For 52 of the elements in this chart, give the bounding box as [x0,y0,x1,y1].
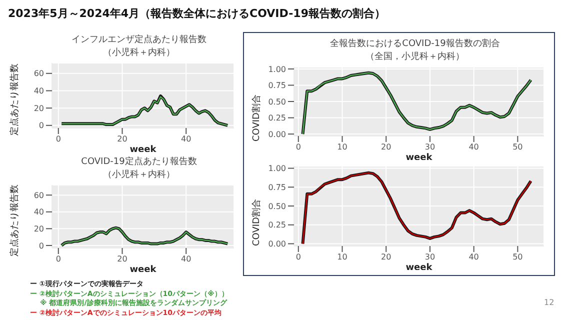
chart-subtitle: （全国，小児科＋内科） [364,51,466,63]
y-tick-label: 0.50 [268,202,286,211]
text: 2023年5月～2024年4月（報告数全体におけるCOVID-19報告数の割合） [8,6,386,21]
chart-subtitle: （小児科＋内科） [102,169,176,181]
y-tick-label: 0.75 [268,182,286,192]
y-axis-title: COVID割合 [251,199,262,246]
y-tick-label: 0.75 [268,81,286,90]
x-axis-title: week [406,153,434,163]
x-axis-title: week [406,263,434,273]
x-tick-label: 40 [468,252,479,262]
y-tick-label: 0.50 [268,97,286,106]
x-tick-label: 50 [512,252,523,262]
y-axis-title: 定点あたり報告数 [9,64,20,136]
x-tick-label: 50 [512,142,523,152]
text: 12 [544,298,554,307]
x-tick-label: 0 [296,252,301,262]
x-tick-label: 30 [424,252,436,262]
x-tick-label: 20 [381,142,392,152]
x-tick-label: 40 [181,134,192,144]
x-tick-label: 20 [117,254,128,264]
y-axis-title: COVID割合 [251,94,262,142]
y-tick-label: 60 [34,69,44,78]
chart-subtitle: （小児科＋内科） [102,47,176,59]
y-tick-label: 0 [38,241,44,250]
x-tick-label: 20 [117,134,128,144]
x-tick-label: 0 [296,142,301,152]
y-tick-label: 0.25 [268,114,286,123]
x-axis-title: week [130,145,158,155]
y-tick-label: 20 [34,104,44,113]
y-tick-label: 1.00 [268,64,286,74]
chart-title: 全報告数におけるCOVID-19報告数の割合 [329,38,501,51]
y-tick-label: 40 [34,208,44,217]
x-tick-label: 40 [468,142,479,152]
x-tick-label: 20 [381,252,392,262]
x-tick-label: 0 [56,134,61,144]
y-tick-label: 0 [38,121,44,130]
chart-title: COVID-19定点あたり報告数 [80,156,198,169]
x-axis-title: week [130,265,158,275]
x-tick-label: 0 [56,254,61,264]
y-tick-label: 20 [34,224,44,234]
y-axis-title: 定点あたり報告数 [9,184,20,256]
y-tick-label: 60 [34,190,44,200]
y-tick-label: 0.25 [268,220,286,230]
x-tick-label: 10 [337,142,348,152]
y-tick-label: 0.00 [268,240,286,249]
y-tick-label: 1.00 [268,164,286,174]
x-tick-label: 30 [424,142,436,152]
y-tick-label: 40 [34,86,44,96]
chart-title: インフルエンザ定点あたり報告数 [70,34,208,47]
x-tick-label: 10 [337,252,348,262]
x-tick-label: 40 [181,254,192,264]
y-tick-label: 0.00 [268,130,286,139]
